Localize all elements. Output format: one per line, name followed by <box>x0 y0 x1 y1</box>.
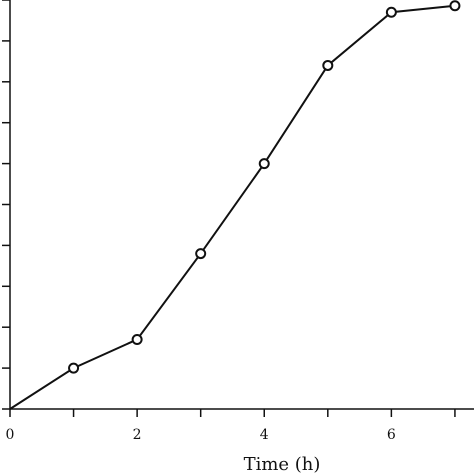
series-line <box>9 4 456 410</box>
data-point <box>449 0 461 12</box>
x-axis-title: Time (h) <box>244 454 321 474</box>
data-point <box>385 6 397 18</box>
series-layer <box>9 0 461 410</box>
data-point <box>68 362 80 374</box>
x-tick-label: 4 <box>260 427 269 443</box>
data-point <box>322 59 334 71</box>
labels-layer: 0 2 4 6 Time (h) <box>6 427 396 474</box>
axes <box>9 0 474 410</box>
x-tick-label: 6 <box>387 427 396 443</box>
x-tick-label: 2 <box>133 427 142 443</box>
x-tick-label: 0 <box>6 427 15 443</box>
ticks <box>2 0 456 417</box>
data-point <box>131 333 143 345</box>
data-point <box>195 248 207 260</box>
data-point <box>258 158 270 170</box>
